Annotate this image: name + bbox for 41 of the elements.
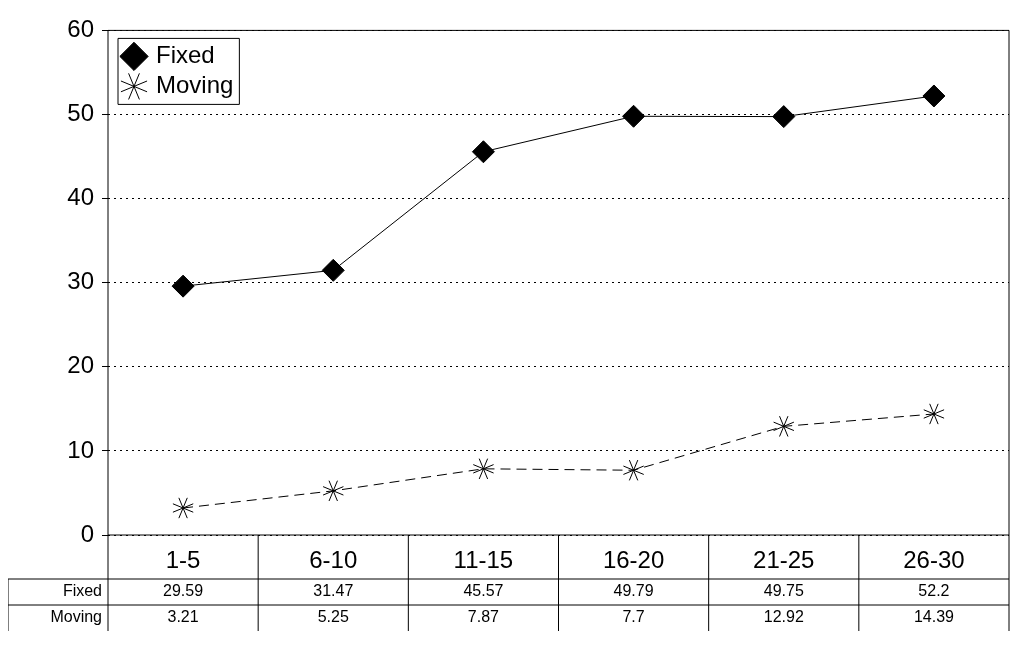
y-tick-label: 20 (67, 351, 94, 379)
data-label: 52.2 (918, 582, 950, 600)
y-tick-label: 30 (67, 267, 94, 295)
x-tick-label: 6-10 (309, 546, 358, 574)
point (922, 84, 946, 108)
y-tick-label: 0 (80, 519, 94, 547)
point (471, 140, 495, 164)
x-tick-label: 1-5 (165, 546, 201, 574)
point (322, 480, 344, 502)
x-tick-label: 26-30 (903, 546, 965, 574)
data-label: 14.39 (913, 608, 955, 626)
y-tick-label: 40 (67, 183, 94, 211)
point (923, 403, 945, 425)
data-label: 31.47 (313, 582, 354, 600)
data-label: 49.79 (613, 582, 654, 600)
text: Moving (50, 608, 102, 626)
data-label: 29.59 (163, 582, 204, 600)
data-label: 3.21 (167, 608, 199, 626)
data-label: 7.7 (622, 608, 645, 626)
text: Fixed (62, 582, 102, 600)
point (472, 458, 495, 480)
legend-label: Fixed (156, 41, 215, 69)
y-tick-label: 10 (67, 435, 94, 463)
data-label: 12.92 (763, 608, 804, 626)
point (622, 104, 646, 128)
x-tick-label: 16-20 (602, 546, 665, 574)
data-label: 45.57 (463, 582, 504, 600)
data-label: 5.25 (317, 608, 349, 626)
point (321, 258, 345, 282)
data-label: 49.75 (763, 582, 804, 600)
y-tick-label: 60 (67, 15, 94, 43)
legend-label: Moving (156, 71, 234, 99)
data-label: 7.87 (467, 608, 500, 626)
point (622, 459, 645, 481)
point (772, 105, 796, 129)
y-tick-label: 50 (67, 99, 94, 127)
x-tick-label: 11-15 (453, 546, 514, 574)
point (773, 415, 795, 438)
point (171, 274, 195, 298)
point (172, 497, 194, 519)
x-tick-label: 21-25 (753, 546, 815, 574)
